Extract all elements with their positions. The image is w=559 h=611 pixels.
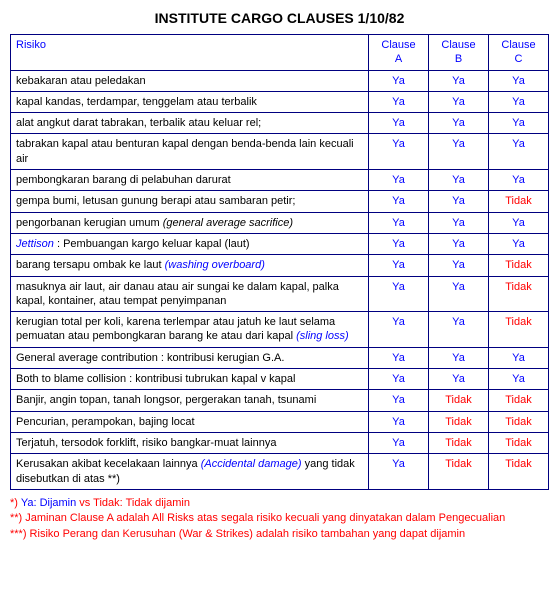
table-row: Terjatuh, tersodok forklift, risiko bang… [11,432,549,453]
risk-cell: Terjatuh, tersodok forklift, risiko bang… [11,432,369,453]
table-row: tabrakan kapal atau benturan kapal denga… [11,134,549,170]
table-row: kapal kandas, terdampar, tenggelam atau … [11,91,549,112]
risk-cell: pembongkaran barang di pelabuhan darurat [11,170,369,191]
cargo-clauses-table: Risiko ClauseA ClauseB ClauseC kebakaran… [10,34,549,490]
clause-a-cell: Ya [369,191,429,212]
clause-c-cell: Tidak [489,276,549,312]
table-row: Jettison : Pembuangan kargo keluar kapal… [11,233,549,254]
risk-cell: General average contribution : kontribus… [11,347,369,368]
page-title: INSTITUTE CARGO CLAUSES 1/10/82 [10,10,549,26]
clause-c-cell: Tidak [489,432,549,453]
clause-b-cell: Ya [429,70,489,91]
clause-c-cell: Ya [489,91,549,112]
risk-cell: Kerusakan akibat kecelakaan lainnya (Acc… [11,454,369,490]
clause-b-cell: Ya [429,369,489,390]
clause-c-cell: Ya [489,369,549,390]
clause-b-cell: Ya [429,212,489,233]
clause-c-cell: Ya [489,347,549,368]
clause-b-cell: Tidak [429,432,489,453]
risk-cell: pengorbanan kerugian umum (general avera… [11,212,369,233]
risk-cell: alat angkut darat tabrakan, terbalik ata… [11,113,369,134]
clause-b-cell: Ya [429,134,489,170]
clause-a-cell: Ya [369,255,429,276]
header-clause-a: ClauseA [369,35,429,71]
clause-b-cell: Ya [429,255,489,276]
clause-c-cell: Ya [489,212,549,233]
clause-a-cell: Ya [369,390,429,411]
risk-cell: kebakaran atau peledakan [11,70,369,91]
clause-b-cell: Ya [429,276,489,312]
clause-a-cell: Ya [369,70,429,91]
table-row: pembongkaran barang di pelabuhan darurat… [11,170,549,191]
risk-cell: Banjir, angin topan, tanah longsor, perg… [11,390,369,411]
footnote-3: ***) Risiko Perang dan Kerusuhan (War & … [10,527,549,542]
clause-a-cell: Ya [369,212,429,233]
footnotes: *) Ya: Dijamin vs Tidak: Tidak dijamin *… [10,496,549,542]
table-row: kerugian total per koli, karena terlempa… [11,312,549,348]
risk-cell: masuknya air laut, air danau atau air su… [11,276,369,312]
risk-cell: kerugian total per koli, karena terlempa… [11,312,369,348]
clause-c-cell: Ya [489,233,549,254]
table-row: Banjir, angin topan, tanah longsor, perg… [11,390,549,411]
table-row: alat angkut darat tabrakan, terbalik ata… [11,113,549,134]
clause-c-cell: Tidak [489,191,549,212]
header-risk: Risiko [11,35,369,71]
clause-c-cell: Tidak [489,312,549,348]
clause-b-cell: Ya [429,91,489,112]
clause-a-cell: Ya [369,233,429,254]
clause-c-cell: Tidak [489,454,549,490]
risk-cell: barang tersapu ombak ke laut (washing ov… [11,255,369,276]
table-row: gempa bumi, letusan gunung berapi atau s… [11,191,549,212]
clause-a-cell: Ya [369,91,429,112]
risk-cell: gempa bumi, letusan gunung berapi atau s… [11,191,369,212]
clause-a-cell: Ya [369,276,429,312]
footnote-2: **) Jaminan Clause A adalah All Risks at… [10,511,549,526]
risk-cell: Pencurian, perampokan, bajing locat [11,411,369,432]
clause-a-cell: Ya [369,113,429,134]
clause-c-cell: Tidak [489,255,549,276]
clause-b-cell: Ya [429,191,489,212]
header-clause-b: ClauseB [429,35,489,71]
risk-cell: kapal kandas, terdampar, tenggelam atau … [11,91,369,112]
table-row: Pencurian, perampokan, bajing locatYaTid… [11,411,549,432]
clause-a-cell: Ya [369,411,429,432]
risk-cell: tabrakan kapal atau benturan kapal denga… [11,134,369,170]
clause-a-cell: Ya [369,432,429,453]
clause-c-cell: Ya [489,134,549,170]
clause-a-cell: Ya [369,170,429,191]
clause-a-cell: Ya [369,454,429,490]
clause-a-cell: Ya [369,347,429,368]
clause-b-cell: Ya [429,347,489,368]
clause-c-cell: Ya [489,170,549,191]
clause-b-cell: Ya [429,170,489,191]
clause-a-cell: Ya [369,369,429,390]
clause-b-cell: Tidak [429,390,489,411]
footnote-1: *) Ya: Dijamin vs Tidak: Tidak dijamin [10,496,549,511]
clause-b-cell: Ya [429,233,489,254]
clause-c-cell: Ya [489,113,549,134]
table-row: barang tersapu ombak ke laut (washing ov… [11,255,549,276]
risk-cell: Both to blame collision : kontribusi tub… [11,369,369,390]
clause-b-cell: Tidak [429,411,489,432]
clause-c-cell: Tidak [489,411,549,432]
clause-a-cell: Ya [369,312,429,348]
table-row: Both to blame collision : kontribusi tub… [11,369,549,390]
header-clause-c: ClauseC [489,35,549,71]
table-row: pengorbanan kerugian umum (general avera… [11,212,549,233]
clause-c-cell: Ya [489,70,549,91]
table-row: Kerusakan akibat kecelakaan lainnya (Acc… [11,454,549,490]
table-header-row: Risiko ClauseA ClauseB ClauseC [11,35,549,71]
table-row: General average contribution : kontribus… [11,347,549,368]
table-row: masuknya air laut, air danau atau air su… [11,276,549,312]
clause-c-cell: Tidak [489,390,549,411]
risk-cell: Jettison : Pembuangan kargo keluar kapal… [11,233,369,254]
clause-b-cell: Ya [429,312,489,348]
clause-a-cell: Ya [369,134,429,170]
clause-b-cell: Ya [429,113,489,134]
table-row: kebakaran atau peledakanYaYaYa [11,70,549,91]
clause-b-cell: Tidak [429,454,489,490]
